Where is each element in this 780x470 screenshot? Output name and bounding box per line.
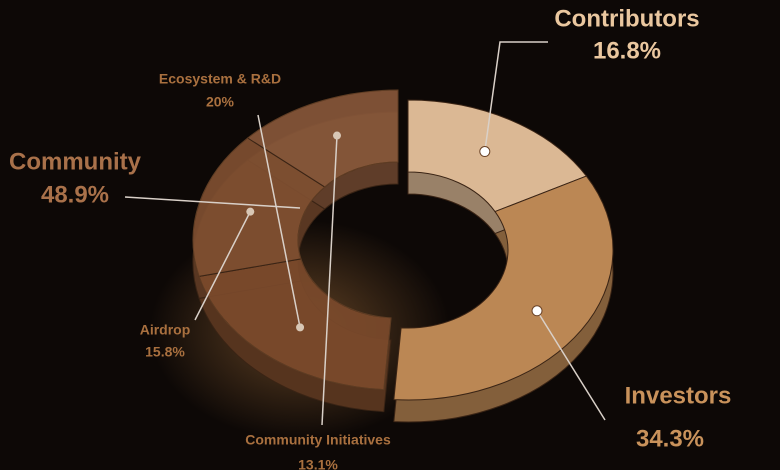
- label-dot: [332, 131, 341, 140]
- slice: [198, 258, 392, 391]
- group-outline: [192, 89, 399, 391]
- label-dot: [296, 323, 305, 332]
- group-name: Community: [9, 148, 142, 175]
- slice-value: 34.3%: [636, 425, 704, 452]
- label-dot: [531, 305, 543, 317]
- leader-line: [194, 211, 251, 321]
- slice-value: 13.1%: [298, 457, 338, 470]
- slice-value: 16.8%: [593, 37, 661, 64]
- leader-line: [321, 135, 338, 426]
- slice-value: 20%: [206, 94, 235, 110]
- leader-line: [536, 310, 606, 421]
- slice-value: 15.8%: [145, 344, 185, 360]
- slice: [407, 99, 588, 213]
- leader-line: [124, 196, 301, 209]
- label-dot: [246, 207, 255, 216]
- group-value: 48.9%: [41, 181, 109, 208]
- slice: [246, 89, 399, 188]
- slice-name: Ecosystem & R&D: [159, 71, 281, 87]
- label-dot: [479, 146, 491, 158]
- slices: [192, 89, 614, 423]
- labels: Contributors 16.8% Investors 34.3% Ecosystem…: [9, 5, 731, 470]
- slice: [192, 137, 326, 277]
- leader-line: [484, 41, 548, 152]
- slice-name: Contributors: [554, 5, 699, 32]
- slice-name: Investors: [625, 382, 732, 409]
- leader-line: [257, 114, 301, 328]
- slice-name: Community Initiatives: [245, 432, 391, 448]
- slice-name: Airdrop: [140, 322, 191, 338]
